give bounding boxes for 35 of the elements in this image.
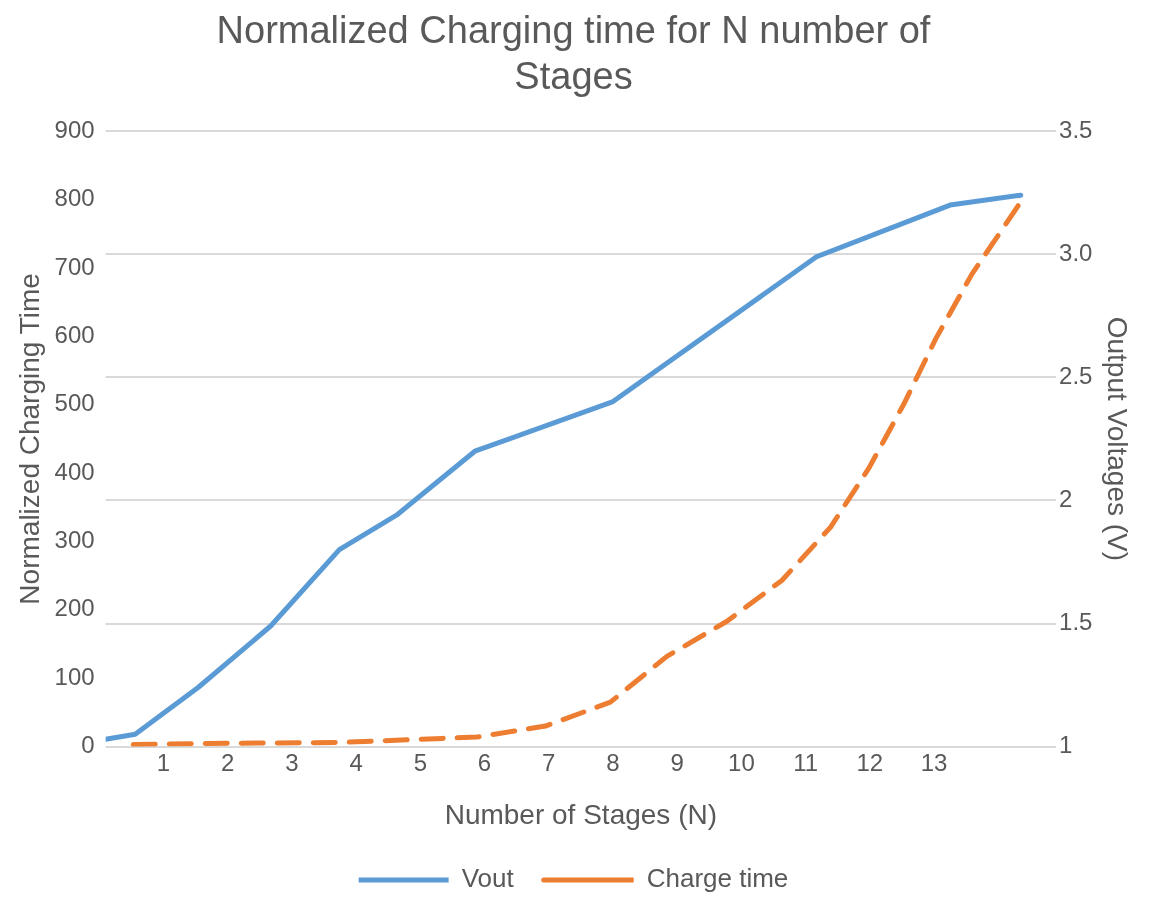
x-tick-label: 11 bbox=[793, 748, 819, 776]
x-tick-label: 4 bbox=[349, 748, 363, 776]
y2-axis-title: Output Voltages (V) bbox=[1102, 316, 1134, 562]
x-tick-label: 7 bbox=[542, 748, 556, 776]
x-tick-label: 12 bbox=[856, 748, 884, 776]
y-tick-label: 700 bbox=[54, 252, 95, 280]
y-tick-label: 100 bbox=[54, 662, 95, 690]
x-axis-title: Number of Stages (N) bbox=[444, 798, 717, 830]
y-axis-title: Normalized Charging Time bbox=[13, 273, 45, 605]
x-tick-label: 2 bbox=[220, 748, 235, 776]
y2-tick-label: 2.5 bbox=[1059, 361, 1093, 389]
y2-tick-label: 2 bbox=[1059, 485, 1073, 513]
x-tick-label: 1 bbox=[156, 748, 171, 776]
legend-label: Charge time bbox=[646, 863, 789, 894]
y2-tick-label: 1.5 bbox=[1059, 608, 1093, 636]
y2-tick-label: 3.5 bbox=[1059, 115, 1093, 143]
x-tick-label: 9 bbox=[670, 748, 684, 776]
x-tick-label: 8 bbox=[606, 748, 620, 776]
y2-tick-label: 3.0 bbox=[1059, 238, 1093, 266]
legend-label: Vout bbox=[461, 863, 515, 894]
chart-title: Normalized Charging time for N number of Stages bbox=[216, 9, 931, 97]
y-tick-label: 600 bbox=[54, 320, 95, 348]
y-tick-label: 200 bbox=[54, 594, 95, 622]
y-tick-label: 500 bbox=[54, 389, 95, 417]
x-tick-label: 5 bbox=[413, 748, 427, 776]
x-tick-label: 10 bbox=[728, 748, 755, 776]
y-tick-label: 800 bbox=[54, 184, 95, 212]
y2-tick-label: 1 bbox=[1059, 731, 1073, 759]
x-tick-label: 6 bbox=[477, 748, 492, 776]
x-tick-label: 3 bbox=[285, 748, 299, 776]
y-tick-label: 300 bbox=[54, 526, 95, 554]
y-tick-label: 0 bbox=[81, 731, 95, 759]
y-tick-label: 900 bbox=[54, 115, 95, 143]
y-tick-label: 400 bbox=[54, 457, 95, 485]
x-tick-label: 13 bbox=[920, 748, 948, 776]
